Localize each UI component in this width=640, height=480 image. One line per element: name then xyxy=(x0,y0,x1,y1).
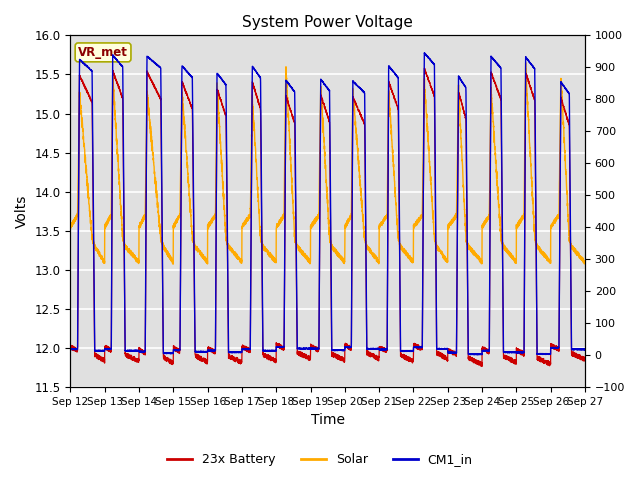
Legend: 23x Battery, Solar, CM1_in: 23x Battery, Solar, CM1_in xyxy=(163,448,477,471)
X-axis label: Time: Time xyxy=(310,413,345,427)
Y-axis label: Volts: Volts xyxy=(15,195,29,228)
Title: System Power Voltage: System Power Voltage xyxy=(242,15,413,30)
Text: VR_met: VR_met xyxy=(78,46,128,59)
